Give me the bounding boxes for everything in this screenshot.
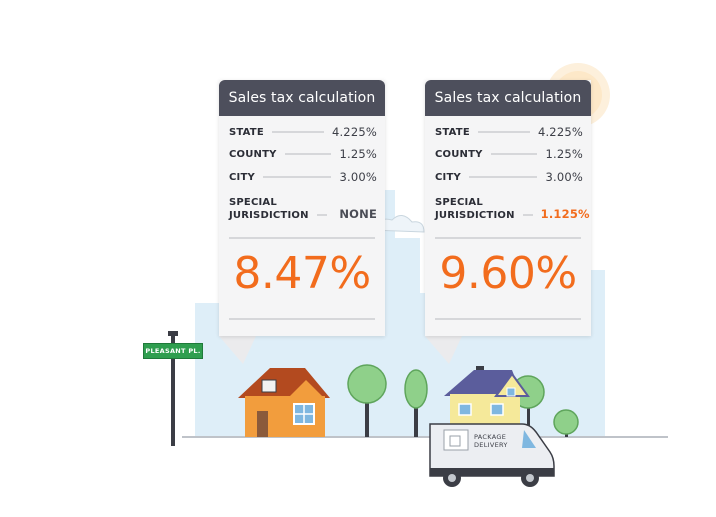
- row-county: COUNTY 1.25%: [229, 146, 377, 162]
- row-label: COUNTY: [435, 148, 483, 160]
- total-rate: 8.47%: [233, 248, 371, 299]
- tax-card-1: Sales tax calculation STATE 4.225% COUNT…: [219, 80, 385, 336]
- van-label-line1: PACKAGE: [474, 433, 507, 441]
- row-label-line1: SPECIAL: [229, 197, 277, 208]
- row-value: 4.225%: [537, 125, 583, 139]
- row-city: CITY 3.00%: [435, 169, 583, 185]
- orange-house-icon: [238, 368, 330, 437]
- divider: [229, 318, 375, 320]
- delivery-van-icon: [429, 423, 555, 487]
- tax-card-2: Sales tax calculation STATE 4.225% COUNT…: [425, 80, 591, 336]
- row-label: COUNTY: [229, 148, 277, 160]
- row-label-line1: SPECIAL: [435, 197, 483, 208]
- total-rate: 9.60%: [439, 248, 577, 299]
- row-value: 4.225%: [331, 125, 377, 139]
- van-label-line2: DELIVERY: [474, 441, 508, 449]
- van-label: PACKAGE DELIVERY: [474, 433, 524, 449]
- row-state: STATE 4.225%: [229, 124, 377, 140]
- card-tail: [425, 336, 462, 364]
- divider: [435, 237, 581, 239]
- leader-line: [284, 153, 332, 155]
- card-title: Sales tax calculation: [219, 80, 385, 116]
- tree-icon: [404, 369, 428, 437]
- row-county: COUNTY 1.25%: [435, 146, 583, 162]
- leader-line: [262, 176, 332, 178]
- row-label-line2: JURISDICTION: [435, 210, 515, 221]
- sign-pole: [171, 333, 175, 446]
- leader-line: [477, 131, 530, 133]
- row-value: 3.00%: [339, 170, 377, 184]
- leader-line: [271, 131, 324, 133]
- tree-icon: [553, 409, 579, 437]
- leader-line: [490, 153, 538, 155]
- card-tail: [219, 336, 256, 364]
- row-city: CITY 3.00%: [229, 169, 377, 185]
- leader-line: [316, 214, 327, 216]
- row-label: CITY: [435, 171, 461, 183]
- row-label-line2: JURISDICTION: [229, 210, 309, 221]
- card-title: Sales tax calculation: [425, 80, 591, 116]
- leader-line: [522, 214, 533, 216]
- divider: [229, 237, 375, 239]
- row-label: STATE: [229, 126, 264, 138]
- row-value: 1.25%: [339, 147, 377, 161]
- row-value: 1.125%: [540, 207, 590, 221]
- divider: [435, 318, 581, 320]
- row-value: NONE: [339, 207, 377, 221]
- tree-icon: [347, 364, 387, 437]
- row-label: SPECIAL JURISDICTION: [435, 196, 515, 222]
- row-label: SPECIAL JURISDICTION: [229, 196, 309, 222]
- row-value: 3.00%: [545, 170, 583, 184]
- row-label: CITY: [229, 171, 255, 183]
- leader-line: [468, 176, 538, 178]
- row-value: 1.25%: [545, 147, 583, 161]
- row-label: STATE: [435, 126, 470, 138]
- row-special-jurisdiction: SPECIAL JURISDICTION NONE: [229, 192, 377, 222]
- row-special-jurisdiction: SPECIAL JURISDICTION 1.125%: [435, 192, 590, 222]
- street-sign: PLEASANT PL.: [143, 343, 203, 359]
- row-state: STATE 4.225%: [435, 124, 583, 140]
